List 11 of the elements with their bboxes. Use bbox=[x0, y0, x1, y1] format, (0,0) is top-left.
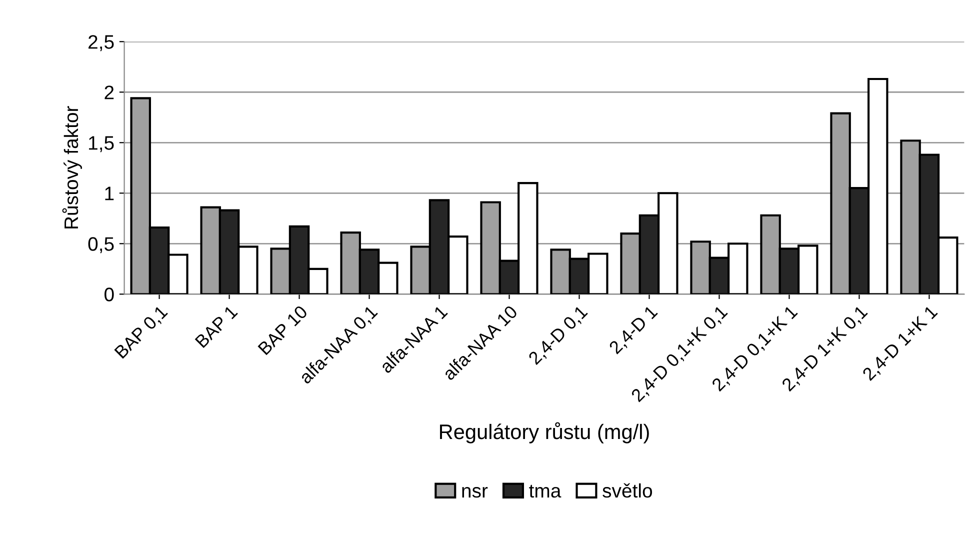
legend-label: nsr bbox=[462, 486, 488, 498]
y-tick-label: 2,5 bbox=[88, 35, 114, 52]
legend-label: tma bbox=[529, 484, 562, 498]
y-tick-label: 0 bbox=[104, 288, 114, 302]
legend-label: světlo bbox=[602, 483, 652, 498]
y-tick-label: 1 bbox=[105, 186, 114, 200]
x-axis-title: Regulátory růstu (mg/l) bbox=[440, 422, 649, 444]
y-tick-label: 2 bbox=[104, 86, 114, 100]
y-tick-label: 0,5 bbox=[88, 237, 114, 254]
y-tick-label: 1,5 bbox=[89, 136, 114, 152]
y-axis-title: Růstový faktor bbox=[62, 106, 82, 228]
